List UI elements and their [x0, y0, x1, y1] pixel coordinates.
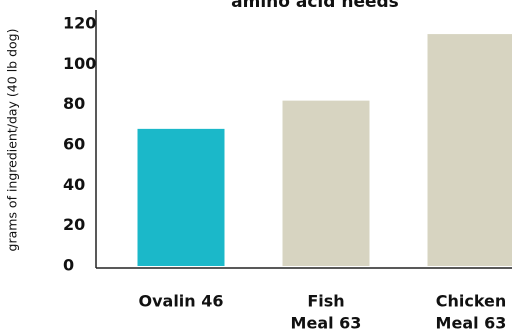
y-tick-label: 20	[63, 215, 85, 234]
y-tick-label: 80	[63, 94, 85, 113]
bar	[282, 100, 370, 266]
bar	[427, 34, 512, 267]
x-tick-label: Ovalin 46	[138, 292, 223, 311]
y-tick-label: 0	[63, 256, 74, 275]
bar	[137, 128, 225, 266]
y-axis-label: grams of ingredient/day (40 lb dog)	[5, 29, 20, 252]
x-tick-label: Chicken	[436, 292, 507, 311]
y-tick-label: 100	[63, 54, 96, 73]
y-tick-label: 40	[63, 175, 85, 194]
x-tick-label: Meal 63	[436, 314, 507, 333]
chart-title: amino acid needs	[231, 0, 399, 12]
y-tick-label: 120	[63, 14, 96, 33]
x-tick-label: Fish	[307, 292, 344, 311]
y-tick-label: 60	[63, 135, 85, 154]
x-tick-label: Meal 63	[291, 314, 362, 333]
